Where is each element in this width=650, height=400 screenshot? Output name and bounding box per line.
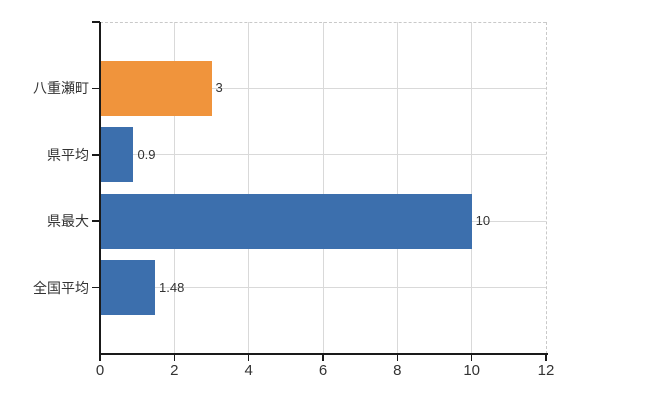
category-label-3: 県最大 — [47, 213, 89, 230]
x-axis-tick — [396, 355, 399, 361]
bar-value-label: 3 — [215, 80, 223, 96]
gridline-horizontal — [100, 154, 546, 156]
x-axis-tick — [545, 355, 547, 361]
gridline-vertical — [322, 22, 324, 354]
category-label-4: 全国平均 — [33, 279, 89, 296]
bar-value-label: 1.48 — [159, 279, 185, 295]
y-axis-line — [98, 21, 101, 356]
gridline-vertical — [248, 22, 250, 354]
gridline-vertical — [173, 22, 175, 354]
bar-value-label: 10 — [475, 213, 491, 229]
y-axis-tick — [92, 154, 100, 156]
gridline-horizontal — [100, 287, 546, 289]
x-axis-tick — [247, 355, 250, 361]
x-axis-tick-label: 0 — [95, 362, 105, 379]
y-axis-tick — [92, 220, 100, 222]
category-label-1: 八重瀬町 — [33, 80, 89, 97]
x-axis-tick-label: 10 — [463, 362, 480, 379]
bar-県最大 — [101, 193, 472, 249]
x-axis-tick-label: 12 — [537, 362, 555, 379]
x-axis-tick — [470, 355, 473, 361]
x-axis-line — [98, 353, 548, 355]
x-axis-tick-label: 6 — [318, 362, 328, 379]
category-label-2: 県平均 — [47, 146, 89, 163]
y-axis-tick — [92, 87, 100, 90]
y-axis-tick — [92, 286, 100, 289]
x-axis-tick — [99, 355, 101, 361]
gridline-vertical — [545, 22, 547, 354]
x-axis-tick-label: 2 — [170, 362, 179, 379]
x-axis-tick — [173, 355, 176, 361]
x-axis-tick — [322, 355, 324, 361]
bar-八重瀬町 — [101, 60, 212, 116]
gridline-horizontal — [100, 87, 546, 89]
bar-全国平均 — [101, 260, 155, 316]
x-axis-tick-label: 4 — [244, 362, 253, 379]
plot-top-border — [100, 21, 546, 23]
bar-value-label: 0.9 — [137, 146, 156, 162]
y-axis-end-tick — [92, 21, 100, 23]
x-axis-tick-label: 8 — [393, 362, 402, 379]
gridline-vertical — [396, 22, 398, 354]
bar-県平均 — [101, 127, 134, 183]
gridline-vertical — [471, 22, 473, 354]
